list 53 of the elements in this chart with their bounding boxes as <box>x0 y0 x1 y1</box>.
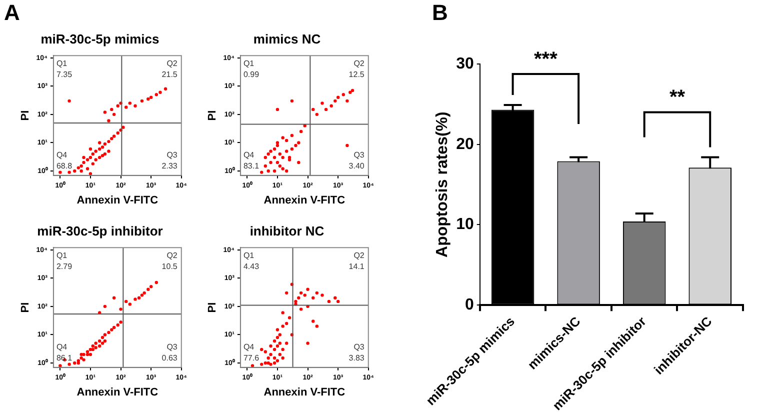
annotation: Q4 <box>243 150 255 160</box>
text: A <box>4 0 20 26</box>
annotation: 7.35 <box>56 70 73 79</box>
y-axis-title: Apoptosis rates(%) <box>434 112 451 258</box>
annotation: Q2 <box>166 250 178 260</box>
text: B <box>432 0 448 26</box>
annotation: Q2 <box>166 58 178 68</box>
chart-title: inhibitor NC <box>250 223 325 238</box>
annotation: Q4 <box>56 150 68 160</box>
annotation: *** <box>534 48 558 71</box>
annotation: 0.63 <box>162 354 178 363</box>
annotation: 12.5 <box>348 70 365 79</box>
y-axis-title: PI <box>206 302 219 313</box>
annotation: Q3 <box>166 150 178 160</box>
annotation: 14.1 <box>348 262 365 271</box>
annotation: Q1 <box>56 250 68 260</box>
y-axis-title: PI <box>20 302 32 313</box>
annotation: Q3 <box>166 342 178 352</box>
annotation: Q2 <box>354 58 365 68</box>
annotation: 10.5 <box>162 262 178 271</box>
annotation: Q3 <box>354 342 365 352</box>
annotation: 0.99 <box>243 70 260 79</box>
annotation: 2.79 <box>56 262 73 271</box>
x-axis-title: Annexin V-FITC <box>264 194 346 206</box>
chart-title: miR-30c-5p mimics <box>40 31 160 46</box>
y-axis-title: PI <box>20 110 32 121</box>
y-tick-label: 10 <box>456 216 474 234</box>
annotation: Q1 <box>243 250 255 260</box>
annotation: Q4 <box>56 342 68 352</box>
x-axis-title: Annexin V-FITC <box>76 386 158 398</box>
annotation: 77.6 <box>243 354 260 363</box>
annotation: 4.43 <box>243 262 260 271</box>
chart-title: mimics NC <box>253 31 322 46</box>
annotation: 86.1 <box>56 354 73 363</box>
chart-title: miR-30c-5p inhibitor <box>37 223 163 238</box>
annotation: Q4 <box>243 342 255 352</box>
annotation: 2.33 <box>162 162 178 171</box>
annotation: 3.40 <box>348 162 365 171</box>
annotation: 21.5 <box>162 70 178 79</box>
x-axis-title: Annexin V-FITC <box>76 194 158 206</box>
annotation: 68.8 <box>56 162 73 171</box>
x-axis-title: Annexin V-FITC <box>264 386 346 398</box>
y-tick-label: 0 <box>464 296 474 314</box>
annotation: ** <box>669 86 686 109</box>
y-axis-title: PI <box>206 110 219 121</box>
annotation: 83.1 <box>243 162 260 171</box>
y-tick-label: 20 <box>456 136 474 153</box>
annotation: Q3 <box>354 150 365 160</box>
annotation: 3.83 <box>348 354 365 363</box>
annotation: Q1 <box>56 58 68 68</box>
annotation: Q2 <box>354 250 365 260</box>
annotation: Q1 <box>243 58 255 68</box>
y-tick-label: 30 <box>456 55 474 72</box>
